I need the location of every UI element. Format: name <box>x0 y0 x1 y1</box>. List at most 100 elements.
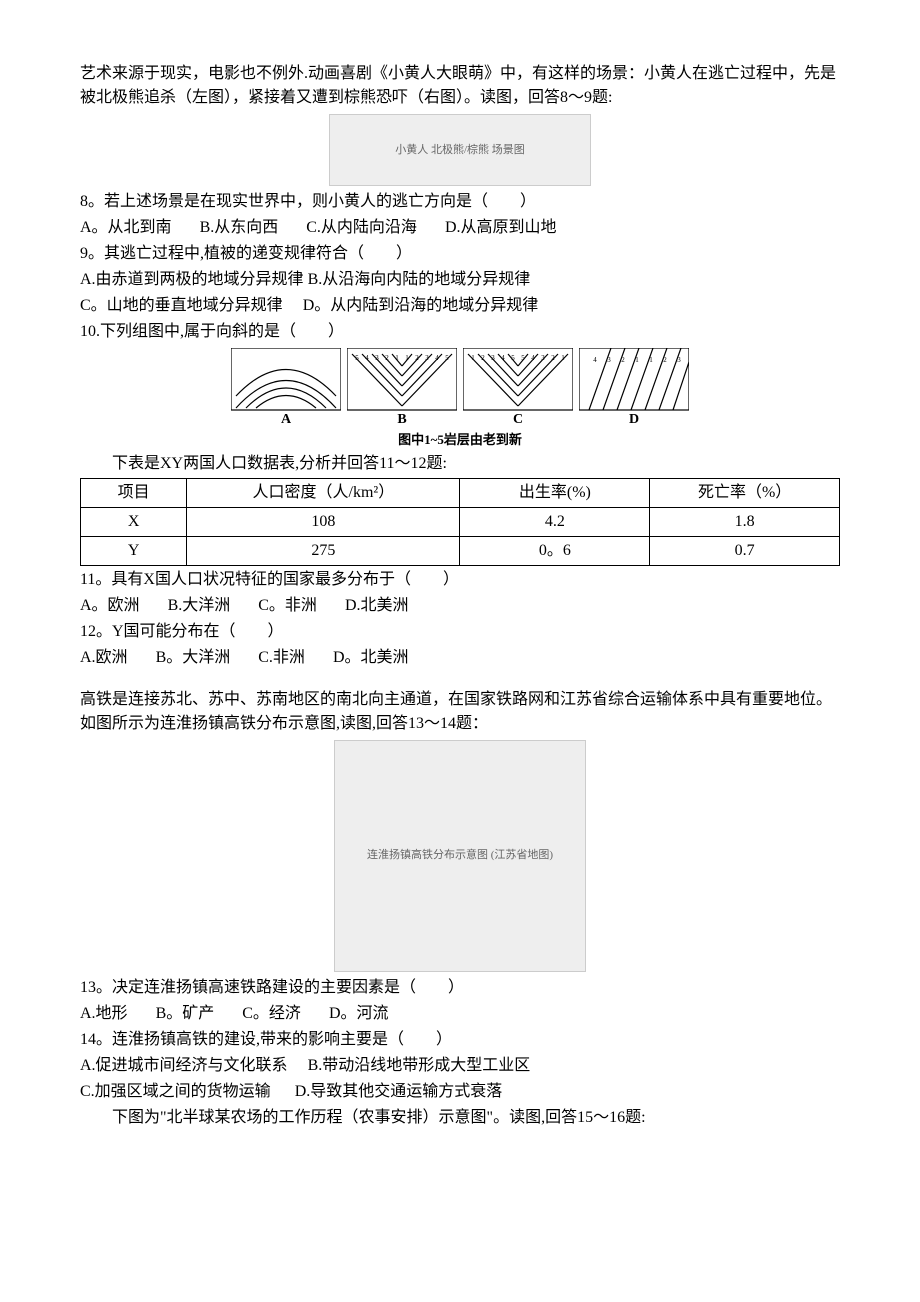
question-9-options-row2: C。山地的垂直地域分异规律 D。从内陆到沿海的地域分异规律 <box>80 294 840 318</box>
minions-image: 小黄人 北极熊/棕熊 场景图 <box>329 114 591 186</box>
svg-text:2: 2 <box>415 354 419 362</box>
question-9-options-row1: A.由赤道到两极的地域分异规律 B.从沿海向内陆的地域分异规律 <box>80 268 840 292</box>
question-11-options: A。欧洲 B.大洋洲 C。非洲 D.北美洲 <box>80 594 840 618</box>
svg-text:1: 1 <box>561 354 565 362</box>
table-header-cell: 死亡率（%） <box>650 478 840 507</box>
svg-text:2: 2 <box>663 356 667 364</box>
diagram-a: A <box>231 348 341 426</box>
table-cell: Y <box>81 536 187 565</box>
diagram-d-label: D <box>629 412 639 426</box>
svg-text:5: 5 <box>521 354 525 362</box>
svg-text:3: 3 <box>541 354 545 362</box>
svg-text:2: 2 <box>621 356 625 364</box>
svg-text:2: 2 <box>551 354 555 362</box>
question-13-options: A.地形 B。矿产 C。经济 D。河流 <box>80 1002 840 1026</box>
svg-text:3: 3 <box>425 354 429 362</box>
q9-option-a: A.由赤道到两极的地域分异规律 <box>80 271 304 288</box>
intro-paragraph-1: 艺术来源于现实，电影也不例外.动画喜剧《小黄人大眼萌》中，有这样的场景：小黄人在… <box>80 62 840 110</box>
svg-text:2: 2 <box>481 354 485 362</box>
question-8: 8。若上述场景是在现实世界中，则小黄人的逃亡方向是（ ） <box>80 190 840 214</box>
svg-text:5: 5 <box>355 354 359 362</box>
diagram-a-label: A <box>281 412 292 426</box>
diagram-b: 54321 12345 B <box>347 348 457 426</box>
q11-option-c: C。非洲 <box>258 594 317 618</box>
q8-option-b: B.从东向西 <box>200 216 279 240</box>
svg-text:5: 5 <box>511 354 515 362</box>
q14-option-b: B.带动沿线地带形成大型工业区 <box>308 1057 531 1074</box>
table-cell: 4.2 <box>460 507 650 536</box>
svg-text:1: 1 <box>635 356 639 364</box>
table-cell: 275 <box>187 536 460 565</box>
svg-text:2: 2 <box>385 354 389 362</box>
table-cell: 1.8 <box>650 507 840 536</box>
q11-option-a: A。欧洲 <box>80 594 140 618</box>
svg-text:4: 4 <box>531 354 535 362</box>
table-header-cell: 出生率(%) <box>460 478 650 507</box>
question-12-options: A.欧洲 B。大洋洲 C.非洲 D。北美洲 <box>80 646 840 670</box>
question-14-options-row1: A.促进城市间经济与文化联系 B.带动沿线地带形成大型工业区 <box>80 1054 840 1078</box>
question-8-options: A。从北到南 B.从东向西 C.从内陆向沿海 D.从高原到山地 <box>80 216 840 240</box>
q8-option-a: A。从北到南 <box>80 216 172 240</box>
svg-text:3: 3 <box>491 354 495 362</box>
question-14: 14。连淮扬镇高铁的建设,带来的影响主要是（ ） <box>80 1028 840 1052</box>
question-11: 11。具有X国人口状况特征的国家最多分布于（ ） <box>80 568 840 592</box>
question-13: 13。决定连淮扬镇高速铁路建设的主要因素是（ ） <box>80 976 840 1000</box>
q13-option-a: A.地形 <box>80 1002 128 1026</box>
svg-text:1: 1 <box>471 354 475 362</box>
svg-text:1: 1 <box>649 356 653 364</box>
svg-text:3: 3 <box>607 356 611 364</box>
q11-option-d: D.北美洲 <box>345 594 409 618</box>
q12-option-d: D。北美洲 <box>333 646 409 670</box>
q13-option-d: D。河流 <box>329 1002 389 1026</box>
population-data-table: 项目人口密度（人/km²）出生率(%)死亡率（%）X1084.21.8Y2750… <box>80 478 840 566</box>
svg-text:4: 4 <box>435 354 439 362</box>
q9-option-c: C。山地的垂直地域分异规律 <box>80 297 283 314</box>
table-intro: 下表是XY两国人口数据表,分析并回答11～12题: <box>80 452 840 476</box>
q12-option-a: A.欧洲 <box>80 646 128 670</box>
figure-minions: 小黄人 北极熊/棕熊 场景图 <box>80 114 840 186</box>
q9-option-d: D。从内陆到沿海的地域分异规律 <box>303 297 539 314</box>
svg-text:1: 1 <box>405 354 409 362</box>
table-header-cell: 项目 <box>81 478 187 507</box>
q14-option-c: C.加强区域之间的货物运输 <box>80 1083 271 1100</box>
svg-text:4: 4 <box>501 354 505 362</box>
svg-text:5: 5 <box>445 354 449 362</box>
svg-text:3: 3 <box>677 356 681 364</box>
svg-text:4: 4 <box>593 356 597 364</box>
table-header-cell: 人口密度（人/km²） <box>187 478 460 507</box>
q14-option-d: D.导致其他交通运输方式衰落 <box>295 1083 503 1100</box>
q11-option-b: B.大洋洲 <box>168 594 231 618</box>
q9-option-b: B.从沿海向内陆的地域分异规律 <box>308 271 531 288</box>
svg-text:3: 3 <box>375 354 379 362</box>
q13-option-c: C。经济 <box>242 1002 301 1026</box>
q12-option-c: C.非洲 <box>258 646 305 670</box>
svg-text:1: 1 <box>395 354 399 362</box>
question-9: 9。其逃亡过程中,植被的递变规律符合（ ） <box>80 242 840 266</box>
table-cell: X <box>81 507 187 536</box>
svg-text:4: 4 <box>365 354 369 362</box>
q12-option-b: B。大洋洲 <box>156 646 231 670</box>
diagram-d: 4 3 2 1 1 2 3 D <box>579 348 689 426</box>
figure-jiangsu-map: 连淮扬镇高铁分布示意图 (江苏省地图) <box>80 740 840 972</box>
geology-diagrams: A 54321 12345 B <box>80 348 840 450</box>
table-cell: 108 <box>187 507 460 536</box>
diagram-b-label: B <box>397 412 406 426</box>
table-cell: 0。6 <box>460 536 650 565</box>
q14-option-a: A.促进城市间经济与文化联系 <box>80 1057 288 1074</box>
diagram-c-label: C <box>513 412 523 426</box>
diagram-c: 12345 54321 C <box>463 348 573 426</box>
question-12: 12。Y国可能分布在（ ） <box>80 620 840 644</box>
q8-option-d: D.从高原到山地 <box>445 216 557 240</box>
q8-option-c: C.从内陆向沿海 <box>306 216 417 240</box>
q13-option-b: B。矿产 <box>156 1002 215 1026</box>
table-row: Y2750。60.7 <box>81 536 840 565</box>
question-10: 10.下列组图中,属于向斜的是（ ） <box>80 320 840 344</box>
table-cell: 0.7 <box>650 536 840 565</box>
geology-diagram-caption: 图中1~5岩层由老到新 <box>398 430 522 450</box>
intro-paragraph-2: 高铁是连接苏北、苏中、苏南地区的南北向主通道，在国家铁路网和江苏省综合运输体系中… <box>80 688 840 736</box>
question-14-options-row2: C.加强区域之间的货物运输 D.导致其他交通运输方式衰落 <box>80 1080 840 1104</box>
table-row: X1084.21.8 <box>81 507 840 536</box>
intro-paragraph-3: 下图为"北半球某农场的工作历程（农事安排）示意图"。读图,回答15～16题: <box>80 1106 840 1130</box>
geology-diagram-row: A 54321 12345 B <box>231 348 689 426</box>
jiangsu-map-image: 连淮扬镇高铁分布示意图 (江苏省地图) <box>334 740 586 972</box>
